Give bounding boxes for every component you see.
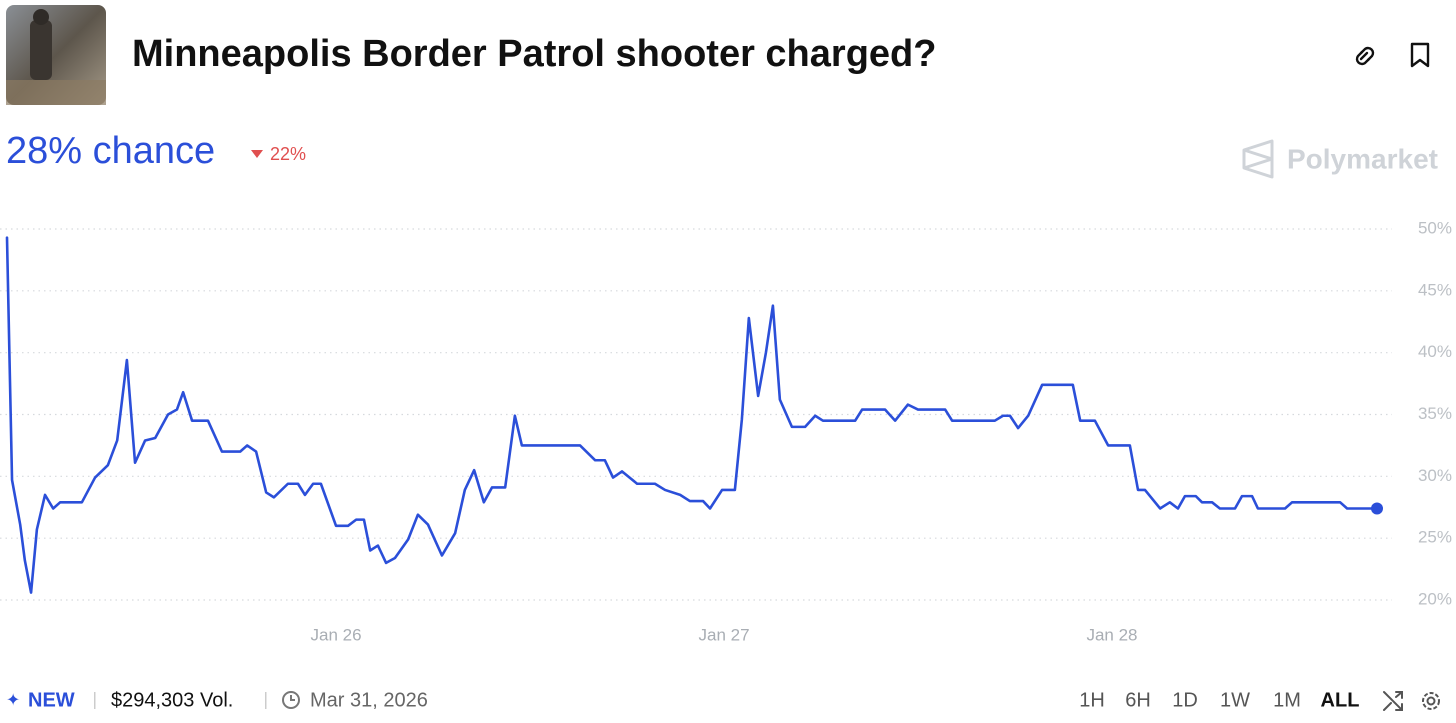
y-tick-label: 20% (1418, 589, 1452, 608)
y-tick-label: 50% (1418, 218, 1452, 237)
brand-name: Polymarket (1287, 143, 1438, 174)
price-chart: 20% 25% 30% 35% 40% 45% 50% Jan 26 Jan 27 Jan 28 (0, 218, 1452, 644)
clock-icon (282, 691, 300, 709)
shuffle-icon[interactable] (1383, 691, 1403, 711)
price-line (5, 236, 1379, 594)
new-badge: NEW (28, 689, 75, 711)
range-button[interactable]: 1D (1172, 689, 1198, 711)
copy-link-icon[interactable] (1355, 46, 1375, 66)
market-title: Minneapolis Border Patrol shooter charge… (132, 33, 936, 75)
y-tick-label: 45% (1418, 280, 1452, 299)
range-button[interactable]: 1M (1273, 689, 1301, 711)
separator (94, 692, 96, 709)
down-arrow (251, 150, 263, 158)
volume: $294,303 Vol. (111, 689, 233, 711)
last-point (1371, 502, 1383, 515)
settings-icon[interactable] (1422, 692, 1440, 710)
x-tick-label: Jan 26 (310, 625, 361, 644)
x-tick-label: Jan 27 (698, 625, 749, 644)
separator (265, 692, 267, 709)
range-button[interactable]: 1H (1079, 689, 1105, 711)
range-button[interactable]: 6H (1125, 689, 1151, 711)
chance-label: 28% chance (6, 130, 215, 172)
y-tick-label: 35% (1418, 404, 1452, 423)
y-tick-label: 30% (1418, 466, 1452, 485)
new-star: ✦ (6, 690, 20, 709)
thumbnail (6, 5, 106, 105)
y-tick-label: 40% (1418, 342, 1452, 361)
end-date: Mar 31, 2026 (310, 689, 428, 711)
change-label: 22% (270, 144, 306, 164)
range-selector: 1H 6H 1D 1W 1M ALL (1079, 689, 1359, 711)
y-tick-label: 25% (1418, 528, 1452, 547)
brand-logo (1242, 139, 1274, 179)
range-button[interactable]: ALL (1321, 689, 1360, 711)
bookmark-icon[interactable] (1410, 42, 1430, 68)
x-tick-label: Jan 28 (1086, 625, 1137, 644)
range-button[interactable]: 1W (1220, 689, 1250, 711)
